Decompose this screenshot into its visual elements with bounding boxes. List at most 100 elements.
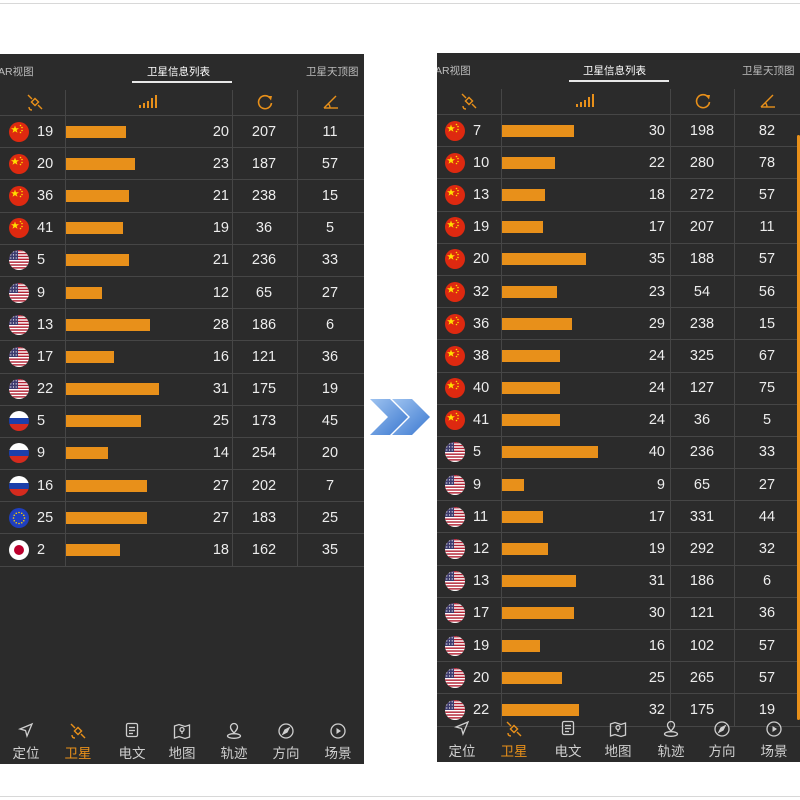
satellite-icon bbox=[492, 720, 536, 740]
flag-eu-icon bbox=[9, 507, 29, 528]
scrollbar[interactable] bbox=[797, 135, 800, 720]
table-row[interactable]: 19 16 102 57 bbox=[437, 630, 800, 663]
elevation-value: 33 bbox=[758, 444, 776, 461]
double-chevron-arrow-icon bbox=[370, 399, 430, 435]
snr-value: 31 bbox=[212, 381, 229, 398]
snr-value: 40 bbox=[648, 444, 665, 461]
snr-value: 32 bbox=[648, 701, 665, 718]
elevation-value: 57 bbox=[758, 669, 776, 686]
nav-item-map[interactable]: 地图 bbox=[160, 722, 204, 762]
azimuth-value: 187 bbox=[251, 155, 277, 172]
signal-strength-bar bbox=[502, 382, 560, 395]
table-row[interactable]: 38 24 325 67 bbox=[437, 340, 800, 373]
table-row[interactable]: 9 12 65 27 bbox=[0, 276, 364, 310]
table-row[interactable]: 20 23 187 57 bbox=[0, 148, 364, 181]
table-row[interactable]: 40 24 127 75 bbox=[437, 372, 800, 405]
nav-item-track-pin[interactable]: 轨迹 bbox=[649, 720, 693, 760]
signal-strength-bar bbox=[502, 349, 560, 362]
flag-us-icon bbox=[445, 603, 465, 624]
satellite-prn: 16 bbox=[37, 477, 54, 494]
elevation-value: 57 bbox=[758, 251, 776, 268]
elevation-value: 35 bbox=[321, 542, 339, 559]
tab-sky-plot[interactable]: 卫星天顶图 bbox=[742, 65, 795, 77]
tab-ar-view[interactable]: AR视图 bbox=[0, 66, 34, 78]
satellite-prn: 40 bbox=[473, 380, 490, 397]
active-tab-underline bbox=[569, 80, 669, 82]
table-row[interactable]: 41 19 36 5 bbox=[0, 212, 364, 245]
table-row[interactable]: 19 17 207 11 bbox=[437, 211, 800, 244]
tab-satellite-list[interactable]: 卫星信息列表 bbox=[147, 66, 210, 78]
elevation-value: 67 bbox=[758, 347, 776, 364]
document-icon bbox=[110, 722, 154, 742]
table-row[interactable]: 22 32 175 19 bbox=[437, 694, 800, 727]
satellite-prn: 5 bbox=[37, 413, 46, 430]
table-row[interactable]: 32 23 54 56 bbox=[437, 275, 800, 309]
table-row[interactable]: 13 31 186 6 bbox=[437, 565, 800, 598]
signal-strength-bar bbox=[66, 447, 108, 460]
phone-screen-before: AR视图 卫星信息列表 卫星天顶图 19 20 207 11 20 23 187 57 36 21… bbox=[0, 54, 364, 764]
flag-us-icon bbox=[445, 667, 465, 688]
flag-cn-icon bbox=[445, 378, 465, 399]
nav-item-compass[interactable]: 方向 bbox=[700, 720, 744, 760]
table-row[interactable]: 16 27 202 7 bbox=[0, 470, 364, 503]
satellite-prn: 9 bbox=[473, 476, 482, 493]
map-icon bbox=[596, 720, 640, 740]
nav-item-document[interactable]: 电文 bbox=[110, 722, 154, 762]
table-row[interactable]: 5 25 173 45 bbox=[0, 405, 364, 438]
signal-strength-bar bbox=[502, 510, 543, 523]
table-row[interactable]: 22 31 175 19 bbox=[0, 373, 364, 406]
table-row[interactable]: 13 18 272 57 bbox=[437, 179, 800, 212]
table-row[interactable]: 20 35 188 57 bbox=[437, 243, 800, 276]
table-row[interactable]: 17 30 121 36 bbox=[437, 597, 800, 630]
snr-value: 24 bbox=[648, 380, 665, 397]
bottom-border bbox=[0, 796, 800, 797]
table-row[interactable]: 19 20 207 11 bbox=[0, 116, 364, 149]
location-arrow-icon bbox=[440, 720, 484, 740]
table-row[interactable]: 5 21 236 33 bbox=[0, 244, 364, 277]
azimuth-value: 198 bbox=[689, 122, 715, 139]
table-row[interactable]: 2 18 162 35 bbox=[0, 534, 364, 567]
nav-item-satellite[interactable]: 卫星 bbox=[492, 720, 536, 760]
elevation-value: 27 bbox=[321, 284, 339, 301]
nav-item-location-arrow[interactable]: 定位 bbox=[4, 722, 48, 762]
azimuth-value: 65 bbox=[255, 284, 273, 301]
table-row[interactable]: 36 29 238 15 bbox=[437, 308, 800, 341]
satellite-prn: 12 bbox=[473, 541, 490, 558]
tab-satellite-list[interactable]: 卫星信息列表 bbox=[583, 65, 646, 77]
table-row[interactable]: 7 30 198 82 bbox=[437, 115, 800, 148]
nav-item-location-arrow[interactable]: 定位 bbox=[440, 720, 484, 760]
table-row[interactable]: 10 22 280 78 bbox=[437, 147, 800, 180]
nav-item-play-scene[interactable]: 场景 bbox=[316, 722, 360, 762]
table-row[interactable]: 17 16 121 36 bbox=[0, 341, 364, 374]
signal-strength-bar bbox=[502, 575, 577, 588]
nav-item-label: 卫星 bbox=[500, 744, 528, 759]
table-row[interactable]: 36 21 238 15 bbox=[0, 180, 364, 213]
play-scene-icon bbox=[752, 720, 796, 740]
elevation-value: 7 bbox=[325, 477, 335, 494]
tab-sky-plot[interactable]: 卫星天顶图 bbox=[306, 66, 359, 78]
snr-value: 30 bbox=[648, 122, 665, 139]
nav-item-track-pin[interactable]: 轨迹 bbox=[212, 722, 256, 762]
table-row[interactable]: 11 17 331 44 bbox=[437, 501, 800, 534]
table-row[interactable]: 20 25 265 57 bbox=[437, 662, 800, 695]
tab-ar-view[interactable]: AR视图 bbox=[437, 65, 471, 77]
table-row[interactable]: 13 28 186 6 bbox=[0, 309, 364, 342]
elevation-value: 20 bbox=[321, 445, 339, 462]
table-row[interactable]: 41 24 36 5 bbox=[437, 404, 800, 437]
flag-cn-icon bbox=[445, 152, 465, 173]
table-row[interactable]: 12 19 292 32 bbox=[437, 533, 800, 566]
nav-item-compass[interactable]: 方向 bbox=[264, 722, 308, 762]
document-icon bbox=[546, 720, 590, 740]
table-row[interactable]: 25 27 183 25 bbox=[0, 502, 364, 535]
table-row[interactable]: 5 40 236 33 bbox=[437, 436, 800, 470]
table-row[interactable]: 9 9 65 27 bbox=[437, 469, 800, 502]
table-row[interactable]: 9 14 254 20 bbox=[0, 437, 364, 471]
signal-strength-bar bbox=[502, 543, 548, 556]
nav-item-document[interactable]: 电文 bbox=[546, 720, 590, 760]
snr-value: 9 bbox=[656, 476, 665, 493]
bottom-nav: 定位 卫星 电文 地图 轨迹 方向 场景 bbox=[437, 716, 800, 762]
nav-item-satellite[interactable]: 卫星 bbox=[56, 722, 100, 762]
nav-item-map[interactable]: 地图 bbox=[596, 720, 640, 760]
nav-item-play-scene[interactable]: 场景 bbox=[752, 720, 796, 760]
elevation-angle-icon bbox=[759, 92, 777, 114]
